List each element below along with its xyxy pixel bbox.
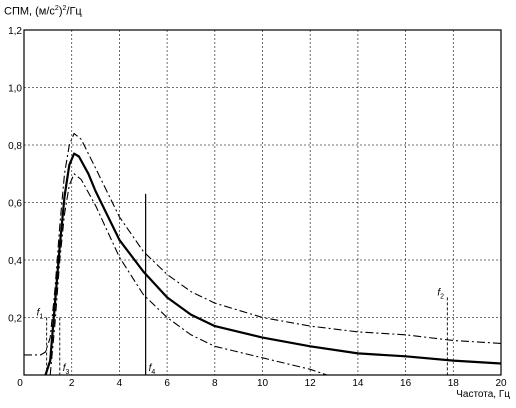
x-tick-label: 2	[69, 378, 75, 389]
y-tick-label: 0,8	[8, 141, 22, 152]
y-tick-label: 0,6	[8, 199, 22, 210]
x-tick-label: 0	[17, 378, 23, 389]
y-axis-label: СПМ, (м/с2)2/Гц	[4, 5, 82, 18]
frequency-marker-label: f4	[149, 363, 156, 376]
frequency-marker-label: f3	[63, 363, 70, 376]
x-tick-label: 14	[352, 378, 364, 389]
x-tick-label: 6	[164, 378, 170, 389]
frequency-marker-label: f2	[437, 287, 444, 300]
y-tick-label: 1,0	[8, 84, 22, 95]
x-tick-label: 16	[400, 378, 412, 389]
x-tick-label: 10	[257, 378, 269, 389]
x-tick-label: 8	[212, 378, 218, 389]
frequency-marker-label: f1	[37, 308, 44, 321]
series-mean-line	[44, 152, 502, 376]
y-tick-label: 0,2	[8, 314, 22, 325]
x-axis-label: Частота, Гц	[456, 389, 510, 400]
y-tick-label: 1,2	[8, 26, 22, 37]
x-tick-label: 18	[448, 378, 460, 389]
plot-frame	[23, 29, 502, 376]
x-tick-label: 4	[117, 378, 123, 389]
x-tick-label: 12	[305, 378, 317, 389]
y-tick-label: 0,4	[8, 256, 22, 267]
series-bound-line	[49, 173, 328, 376]
series-bound-line	[24, 132, 502, 356]
x-tick-label: 20	[495, 378, 507, 389]
